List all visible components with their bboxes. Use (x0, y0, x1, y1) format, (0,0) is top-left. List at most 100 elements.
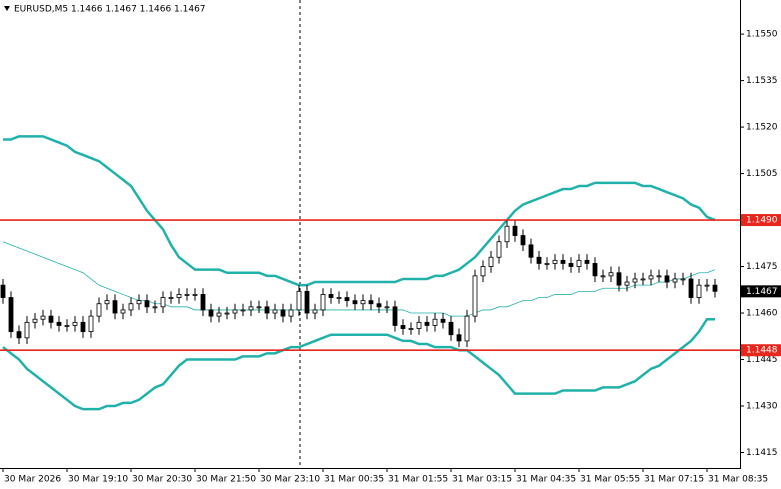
candle-body (368, 300, 374, 305)
candle-body (392, 306, 398, 326)
x-tick-label: 31 Mar 04:35 (516, 475, 576, 485)
candle-body (704, 284, 710, 287)
chart-title: EURUSD,M5 1.1466 1.1467 1.1466 1.1467 (14, 5, 206, 15)
candle-body (144, 300, 150, 308)
candle-body (192, 294, 198, 296)
x-tick-label: 30 Mar 19:10 (68, 475, 128, 485)
candle-body (680, 278, 686, 281)
candle-body (664, 275, 670, 283)
candle-body (448, 321, 454, 336)
x-tick-label: 31 Mar 01:55 (388, 475, 448, 485)
candle-body (560, 259, 566, 264)
level-label: 1.1490 (746, 216, 778, 226)
candle-body (512, 225, 518, 236)
candle-body (160, 297, 166, 308)
y-tick-label: 1.1520 (746, 123, 778, 133)
candle-body (656, 275, 662, 278)
candle-body (440, 318, 446, 323)
candle-body (296, 290, 302, 311)
candle-body (256, 306, 262, 309)
candle-body (504, 225, 510, 243)
candle-body (552, 259, 558, 264)
candle-body (576, 259, 582, 267)
candle-body (672, 278, 678, 283)
candle-body (88, 315, 94, 333)
y-tick-label: 1.1460 (746, 309, 778, 319)
candle-body (584, 259, 590, 264)
candle-body (24, 321, 30, 339)
candle-body (408, 328, 414, 330)
candle-body (280, 309, 286, 317)
candle-body (480, 266, 486, 277)
y-tick-label: 1.1415 (746, 448, 778, 458)
candle-body (152, 306, 158, 309)
candle-body (168, 297, 174, 299)
x-tick-label: 31 Mar 03:15 (452, 475, 512, 485)
candle-body (328, 294, 334, 298)
candle-body (376, 303, 382, 308)
candle-body (240, 309, 246, 312)
candle-body (544, 263, 550, 265)
y-tick-label: 1.1535 (746, 76, 778, 86)
x-tick-label: 31 Mar 08:35 (708, 475, 768, 485)
x-tick-label: 31 Mar 07:15 (644, 475, 704, 485)
candle-body (696, 284, 702, 298)
y-tick-label: 1.1505 (746, 169, 778, 179)
candle-body (128, 303, 134, 311)
candle-body (384, 306, 390, 309)
candle-body (264, 306, 270, 314)
level-label: 1.1448 (746, 346, 778, 356)
menu-triangle[interactable] (4, 6, 10, 11)
band-upper (3, 135, 716, 287)
candle-body (648, 275, 654, 280)
candle-body (616, 272, 622, 286)
candle-body (336, 297, 342, 299)
candle-body (184, 294, 190, 296)
last-price-box (741, 285, 781, 298)
candle-body (304, 290, 310, 314)
candle-body (592, 263, 598, 277)
candle-body (0, 284, 6, 298)
candle-body (632, 278, 638, 283)
candle-body (456, 334, 462, 342)
candle-body (176, 294, 182, 298)
candle-body (8, 297, 14, 333)
candle-body (200, 294, 206, 311)
level-label-box (741, 344, 781, 357)
x-tick-label: 31 Mar 00:35 (324, 475, 384, 485)
y-tick-label: 1.1550 (746, 30, 778, 40)
y-tick-label: 1.1445 (746, 355, 778, 365)
candle-body (528, 244, 534, 258)
band-middle (2, 241, 716, 317)
y-tick-label: 1.1430 (746, 402, 778, 412)
x-tick-label: 30 Mar 21:50 (196, 475, 256, 485)
candle-body (400, 325, 406, 329)
last-price-label: 1.1467 (746, 287, 778, 297)
candle-body (536, 256, 542, 264)
y-tick-label: 1.1475 (746, 262, 778, 272)
candle-body (112, 300, 118, 314)
candle-body (32, 318, 38, 323)
candle-body (40, 315, 46, 320)
candle-body (288, 309, 294, 317)
x-tick-label: 30 Mar 23:10 (260, 475, 320, 485)
candle-body (600, 275, 606, 278)
candle-body (80, 321, 86, 333)
candle-body (56, 321, 62, 326)
candle-body (496, 241, 502, 258)
candle-body (72, 321, 78, 326)
candle-body (608, 272, 614, 277)
candle-body (272, 309, 278, 314)
candle-body (216, 312, 222, 317)
band-lower (2, 317, 715, 411)
candle-body (136, 300, 142, 305)
candle-body (424, 321, 430, 326)
candle-body (432, 318, 438, 326)
candle-body (232, 309, 238, 314)
candle-body (624, 281, 630, 286)
candle-body (96, 303, 102, 317)
candle-body (208, 309, 214, 317)
candle-body (520, 235, 526, 246)
candle-body (320, 294, 326, 311)
